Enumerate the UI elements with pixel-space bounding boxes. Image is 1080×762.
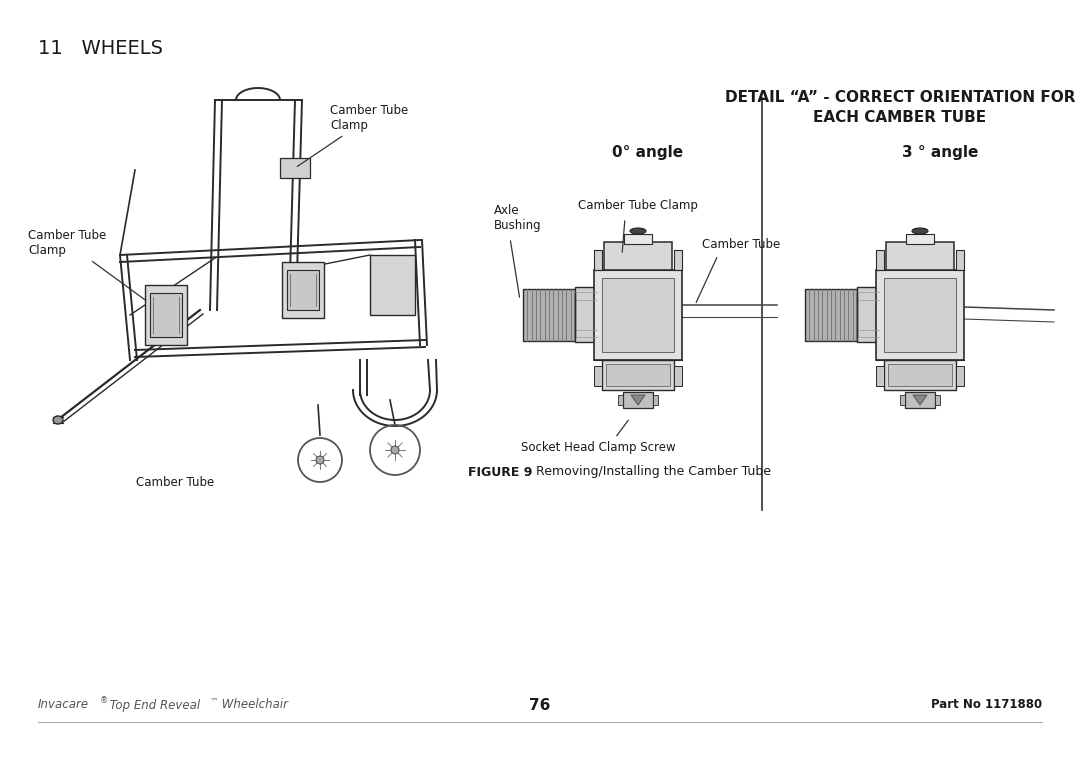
Bar (282, 262, 324, 318)
Bar (602, 278, 674, 352)
Ellipse shape (53, 416, 63, 424)
Bar (618, 395, 623, 405)
Bar (594, 270, 681, 360)
Text: DETAIL “A” - CORRECT ORIENTATION FOR: DETAIL “A” - CORRECT ORIENTATION FOR (725, 91, 1076, 105)
Bar (906, 234, 934, 244)
Bar (604, 242, 672, 270)
Text: EACH CAMBER TUBE: EACH CAMBER TUBE (813, 110, 986, 126)
Bar (523, 289, 575, 341)
Text: ®: ® (100, 696, 108, 706)
Bar (905, 392, 935, 408)
Bar (858, 287, 879, 342)
Bar (900, 395, 905, 405)
Text: Socket Head Clamp Screw: Socket Head Clamp Screw (521, 441, 675, 454)
Bar (888, 364, 951, 386)
Bar (594, 250, 602, 270)
Text: Axle
Bushing: Axle Bushing (494, 204, 542, 232)
Circle shape (316, 456, 324, 464)
Text: 76: 76 (529, 697, 551, 712)
Bar (624, 234, 652, 244)
Circle shape (391, 446, 399, 454)
Text: FIGURE 9: FIGURE 9 (468, 466, 532, 479)
Text: Camber Tube: Camber Tube (136, 476, 214, 489)
Text: ™: ™ (210, 696, 218, 706)
Bar (594, 366, 602, 386)
Text: Top End Reveal: Top End Reveal (106, 699, 200, 712)
Bar (150, 293, 183, 337)
Bar (145, 285, 187, 345)
Bar (623, 392, 653, 408)
Text: 3 ° angle: 3 ° angle (902, 145, 978, 159)
Text: Wheelchair: Wheelchair (218, 699, 288, 712)
Ellipse shape (630, 228, 646, 234)
Bar (885, 360, 956, 390)
Bar (674, 366, 681, 386)
Bar (674, 250, 681, 270)
Text: Removing/Installing the Camber Tube: Removing/Installing the Camber Tube (524, 466, 771, 479)
Text: Camber Tube: Camber Tube (702, 239, 780, 251)
Bar (287, 270, 319, 310)
Bar (876, 366, 885, 386)
Text: Camber Tube
Clamp: Camber Tube Clamp (28, 229, 146, 300)
Bar (876, 270, 964, 360)
Bar (370, 255, 415, 315)
Text: 11   WHEELS: 11 WHEELS (38, 39, 163, 57)
Polygon shape (631, 395, 645, 405)
Bar (575, 287, 597, 342)
Bar (886, 242, 954, 270)
Text: Camber Tube Clamp: Camber Tube Clamp (578, 198, 698, 212)
Bar (956, 250, 964, 270)
Bar (956, 366, 964, 386)
Text: Invacare: Invacare (38, 699, 90, 712)
Bar (606, 364, 670, 386)
Bar (805, 289, 858, 341)
Text: 0° angle: 0° angle (612, 145, 684, 159)
Text: Camber Tube
Clamp: Camber Tube Clamp (297, 104, 408, 166)
Bar (935, 395, 940, 405)
Bar (280, 158, 310, 178)
Polygon shape (913, 395, 927, 405)
Bar (876, 250, 885, 270)
Ellipse shape (912, 228, 928, 234)
Bar (602, 360, 674, 390)
Text: Part No 1171880: Part No 1171880 (931, 699, 1042, 712)
Bar (653, 395, 658, 405)
Bar (885, 278, 956, 352)
